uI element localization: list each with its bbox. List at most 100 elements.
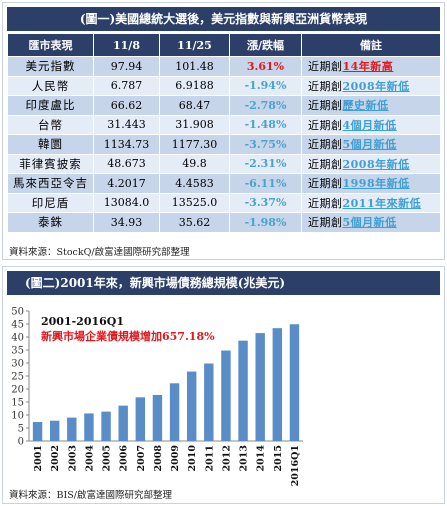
change-cell: -1.48% bbox=[229, 114, 302, 135]
x-tick-label: 2003 bbox=[67, 445, 78, 471]
note-highlight: 2008年新低 bbox=[342, 157, 410, 171]
value-nov25-cell: 1177.30 bbox=[159, 134, 230, 155]
x-tick-label: 2016Q1 bbox=[290, 445, 301, 486]
note-highlight: 歷史新低 bbox=[342, 99, 389, 113]
note-prefix: 近期創 bbox=[308, 177, 343, 191]
x-tick-label: 2002 bbox=[50, 445, 61, 471]
table-row: 印度盧比 66.62 68.47 -2.78% 近期創歷史新低 bbox=[7, 95, 441, 116]
table-header-row: 匯市表現 11/8 11/25 漲/跌幅 備註 bbox=[7, 33, 441, 57]
table-row: 馬來西亞令吉 4.2017 4.4583 -6.11% 近期創1998年新低 bbox=[7, 173, 441, 194]
note-cell: 近期創5個月新低 bbox=[301, 212, 441, 233]
note-prefix: 近期創 bbox=[308, 99, 343, 113]
chart-title: (圖二)2001年來，新興市場債務總規模(兆美元) bbox=[7, 271, 440, 295]
value-nov25-cell: 49.8 bbox=[159, 153, 230, 174]
table-title: (圖一)美國總統大選後，美元指數與新興亞洲貨幣表現 bbox=[7, 7, 440, 31]
x-tick-label: 2012 bbox=[221, 445, 232, 471]
table-row: 菲律賓披索 48.673 49.8 -2.31% 近期創2008年新低 bbox=[7, 153, 441, 174]
change-cell: -2.78% bbox=[229, 95, 302, 116]
x-tick-label: 2010 bbox=[187, 445, 198, 472]
bar-2002 bbox=[49, 420, 60, 441]
header-nov25: 11/25 bbox=[159, 33, 230, 57]
bar-2003 bbox=[67, 417, 77, 441]
header-nov8: 11/8 bbox=[93, 33, 160, 57]
bar-2001 bbox=[32, 422, 43, 441]
note-cell: 近期創1998年新低 bbox=[301, 173, 441, 194]
header-market: 匯市表現 bbox=[7, 33, 94, 57]
market-name-cell: 菲律賓披索 bbox=[7, 153, 94, 174]
value-nov8-cell: 31.443 bbox=[93, 114, 160, 135]
bar-2005 bbox=[101, 411, 111, 441]
x-tick-label: 2005 bbox=[102, 445, 113, 471]
bar-2010 bbox=[186, 371, 197, 441]
y-tick-label: 5 bbox=[18, 424, 24, 435]
y-tick-label: 50 bbox=[11, 307, 24, 318]
y-tick-label: 15 bbox=[11, 398, 24, 409]
bar-2011 bbox=[204, 363, 214, 441]
change-cell: -1.98% bbox=[229, 212, 302, 233]
value-nov8-cell: 48.673 bbox=[93, 153, 160, 174]
note-cell: 近期創2011年來新低 bbox=[301, 192, 441, 213]
market-name-cell: 韓圜 bbox=[7, 134, 94, 155]
debt-chart-panel: 0 5 10 15 20 25 30 35 40 45 50 2001 2002 2003 2004 2005… bbox=[2, 266, 445, 504]
change-cell: -1.94% bbox=[229, 75, 302, 96]
note-highlight: 4個月新低 bbox=[342, 118, 397, 132]
bar-2012 bbox=[221, 350, 231, 441]
market-name-cell: 美元指數 bbox=[7, 56, 94, 77]
debt-bar-chart: 0 5 10 15 20 25 30 35 40 45 50 2001 2002 2003 2004 2005… bbox=[11, 307, 303, 486]
change-cell: -3.75% bbox=[229, 134, 302, 155]
table-row: 韓圜 1134.73 1177.30 -3.75% 近期創5個月新低 bbox=[7, 134, 441, 155]
bar-2013 bbox=[238, 340, 248, 441]
market-name-cell: 馬來西亞令吉 bbox=[7, 173, 94, 194]
chart-annotation-range: 2001-2016Q1 bbox=[41, 315, 124, 328]
bar-2015 bbox=[272, 328, 283, 441]
value-nov25-cell: 6.9188 bbox=[159, 75, 230, 96]
note-prefix: 近期創 bbox=[308, 216, 343, 230]
table-row: 美元指數 97.94 101.48 3.61% 近期創14年新高 bbox=[7, 56, 441, 77]
bar-2004 bbox=[84, 413, 94, 441]
y-tick-label: 35 bbox=[11, 346, 24, 357]
note-highlight: 2008年新低 bbox=[342, 79, 410, 93]
note-prefix: 近期創 bbox=[308, 118, 343, 132]
x-tick-label: 2013 bbox=[239, 445, 250, 471]
bar-2007 bbox=[135, 397, 146, 441]
value-nov25-cell: 101.48 bbox=[159, 56, 230, 77]
value-nov8-cell: 6.787 bbox=[93, 75, 160, 96]
value-nov8-cell: 4.2017 bbox=[93, 173, 160, 194]
note-prefix: 近期創 bbox=[308, 60, 343, 74]
bar-2008 bbox=[152, 394, 163, 441]
y-tick-label: 25 bbox=[11, 372, 24, 383]
market-name-cell: 人民幣 bbox=[7, 75, 94, 96]
chart-source-note: 資料來源：BIS/啟富達國際研究部整理 bbox=[9, 490, 172, 501]
y-tick-label: 0 bbox=[18, 437, 24, 448]
change-cell: -6.11% bbox=[229, 173, 302, 194]
bar-2016Q1 bbox=[289, 324, 300, 441]
x-tick-label: 2014 bbox=[256, 445, 267, 472]
value-nov8-cell: 13084.0 bbox=[93, 192, 160, 213]
note-prefix: 近期創 bbox=[308, 196, 343, 210]
fx-performance-table: 匯市表現 11/8 11/25 漲/跌幅 備註 美元指數 97.94 101.48 3… bbox=[7, 33, 441, 233]
note-cell: 近期創4個月新低 bbox=[301, 114, 441, 135]
value-nov8-cell: 66.62 bbox=[93, 95, 160, 116]
market-name-cell: 印度盧比 bbox=[7, 95, 94, 116]
x-tick-label: 2008 bbox=[153, 445, 164, 472]
table-row: 印尼盾 13084.0 13525.0 -3.37% 近期創2011年來新低 bbox=[7, 192, 441, 213]
y-tick-label: 30 bbox=[11, 359, 24, 370]
x-tick-label: 2004 bbox=[84, 445, 95, 472]
market-name-cell: 台幣 bbox=[7, 114, 94, 135]
note-cell: 近期創歷史新低 bbox=[301, 95, 441, 116]
note-highlight: 1998年新低 bbox=[342, 177, 410, 191]
value-nov8-cell: 97.94 bbox=[93, 56, 160, 77]
x-tick-label: 2009 bbox=[170, 445, 181, 472]
table-row: 人民幣 6.787 6.9188 -1.94% 近期創2008年新低 bbox=[7, 75, 441, 96]
bar-2006 bbox=[118, 405, 128, 441]
change-cell: 3.61% bbox=[229, 56, 302, 77]
x-tick-label: 2007 bbox=[136, 445, 147, 471]
note-cell: 近期創5個月新低 bbox=[301, 134, 441, 155]
value-nov8-cell: 34.93 bbox=[93, 212, 160, 233]
x-tick-label: 2015 bbox=[273, 445, 284, 471]
y-tick-label: 40 bbox=[11, 333, 24, 344]
market-name-cell: 泰銖 bbox=[7, 212, 94, 233]
note-cell: 近期創14年新高 bbox=[301, 56, 441, 77]
note-cell: 近期創2008年新低 bbox=[301, 153, 441, 174]
table-row: 泰銖 34.93 35.62 -1.98% 近期創5個月新低 bbox=[7, 212, 441, 233]
